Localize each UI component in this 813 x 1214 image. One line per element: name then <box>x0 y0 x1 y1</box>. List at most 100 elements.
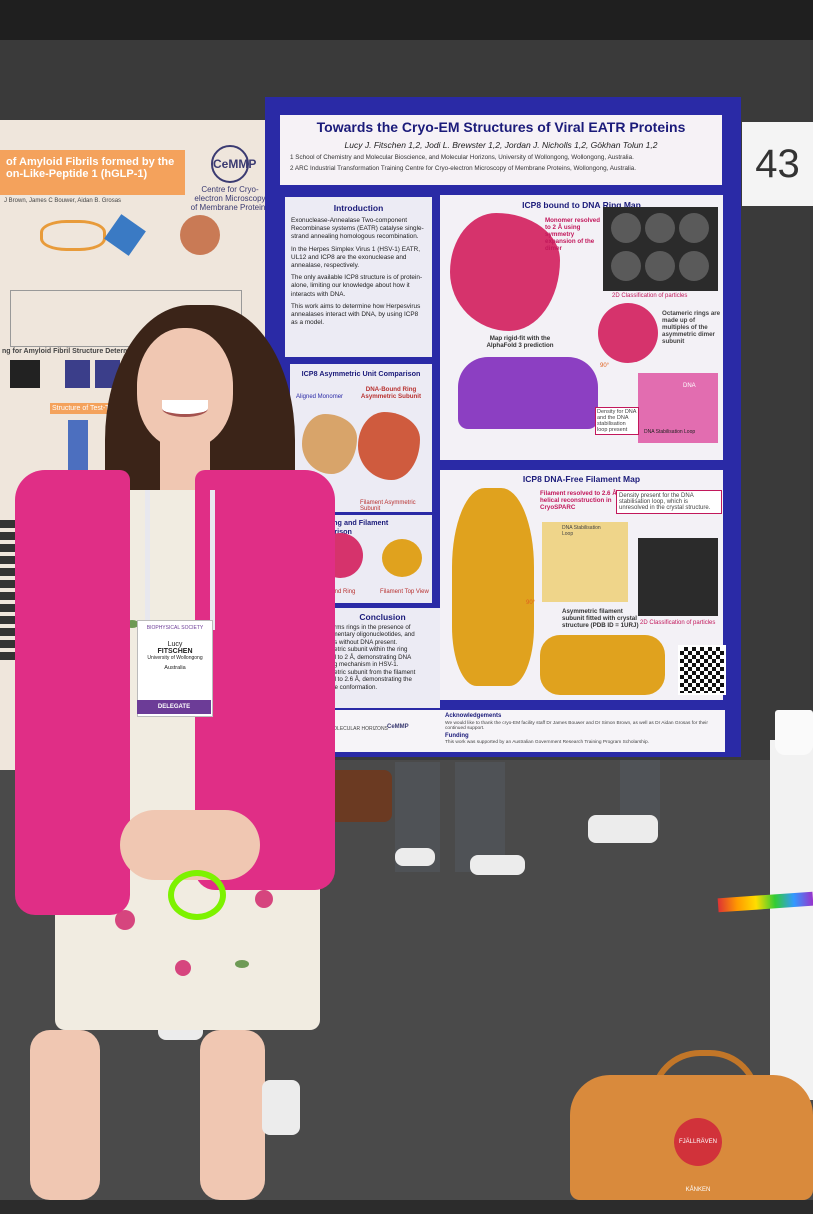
ring-map-monomer-density <box>450 213 560 331</box>
left-poster-authors: J Brown, James C Bouwer, Aidan B. Grosas <box>4 198 122 204</box>
poster-title: Towards the Cryo-EM Structures of Viral … <box>316 119 686 135</box>
introduction-heading: Introduction <box>333 203 384 213</box>
filament-loop-label: DNA Stabilisation Loop <box>562 525 601 537</box>
filament-map-heading: ICP8 DNA-Free Filament Map <box>522 474 641 484</box>
introduction-bullet: The only available ICP8 structure is of … <box>291 274 423 298</box>
ring-density-note: Density for DNA and the DNA stabilisatio… <box>595 407 639 435</box>
aligned-monomer-structure <box>302 414 357 474</box>
octamer-note: Octameric rings are made up of multiples… <box>662 310 721 345</box>
conclusion-line: ing mechanism in HSV-1. <box>329 661 399 669</box>
fibril-structure <box>68 420 88 480</box>
badge-institution: University of Wollongong <box>147 655 203 661</box>
introduction-bullet: In the Herpes Simplex Virus 1 (HSV-1) EA… <box>291 245 421 269</box>
dna-bound-subunit-structure <box>358 412 420 480</box>
filament-top-view-label: Filament Top View <box>380 589 429 595</box>
bound-ring-label: Bound Ring <box>324 589 356 595</box>
dna-bound-subunit-label: DNA-Bound Ring Asymmetric Subunit <box>360 386 422 400</box>
conclusion-panel: Conclusion forms rings in the presence o… <box>325 608 440 708</box>
rigid-fit-note: Map rigid-fit with the AlphaFold 3 predi… <box>486 335 554 349</box>
introduction-bullet: This work aims to determine how Herpesvi… <box>291 302 421 327</box>
conclusion-line: ed to 2.6 Å, demonstrating the <box>329 676 412 684</box>
filament-2d-classes <box>638 538 718 616</box>
booth-number-card: 43 <box>742 122 813 206</box>
conclusion-body: forms rings in the presence of ementary … <box>325 622 440 693</box>
poster-footer: Acknowledgements We would like to thank … <box>325 710 725 752</box>
filament-class-caption: 2D Classification of particles <box>640 620 716 626</box>
molecular-horizons-logo: MOLECULAR HORIZONS <box>329 726 388 732</box>
introduction-bullet: Exonuclease-Annealase Two-component Reco… <box>291 217 424 241</box>
introduction-panel: Introduction Exonuclease-Annealase Two-c… <box>285 197 432 357</box>
conclusion-line: nts without DNA present. <box>329 638 398 646</box>
person-leg-right <box>200 1030 265 1200</box>
ring-loop-label: DNA Stabilisation Loop <box>644 429 696 435</box>
filament-subunit-fit <box>540 635 665 695</box>
poster-affiliation-1: 1 School of Chemistry and Molecular Bios… <box>290 154 634 161</box>
left-poster-title: of Amyloid Fibrils formed by the on-Like… <box>0 150 185 195</box>
conclusion-line: forms rings in the presence of <box>329 624 411 631</box>
dna-density-inset: DNA DNA Stabilisation Loop <box>638 373 718 443</box>
person-leg-left <box>30 1030 100 1200</box>
fibril-illustration <box>104 214 146 256</box>
lanyard <box>145 490 215 630</box>
conclusion-line: ree conformation. <box>329 683 378 691</box>
green-coil-bracelet <box>168 870 226 920</box>
pink-blazer-left <box>15 470 130 915</box>
introduction-body: Exonuclease-Annealase Two-component Reco… <box>285 213 432 331</box>
filament-map-panel: ICP8 DNA-Free Filament Map Filament reso… <box>440 470 726 700</box>
conclusion-heading: Conclusion <box>359 612 406 622</box>
qr-code[interactable] <box>678 645 726 695</box>
cemmp-footer-logo: CeMMP <box>387 724 409 730</box>
filament-fit-note: Asymmetric filament subunit fitted with … <box>562 608 639 629</box>
left-poster-title-line1: of Amyloid Fibrils formed by the <box>6 156 175 168</box>
person-smile <box>162 400 208 417</box>
filament-density <box>452 488 534 686</box>
2d-classification-grid <box>603 207 718 291</box>
cemmp-logo-icon: CeMMP <box>211 145 256 183</box>
conclusion-line: ementary oligonucleotides, and <box>329 631 415 639</box>
poster-title-box <box>280 115 722 185</box>
person-shoe <box>262 1080 300 1135</box>
ring-map-panel: ICP8 bound to DNA Ring Map Monomer resol… <box>440 195 723 460</box>
dna-label: DNA <box>683 383 696 389</box>
badge-event: BIOPHYSICAL SOCIETY <box>146 625 204 631</box>
left-poster-logo: CeMMP Centre for Cryo-electron Microscop… <box>190 145 270 212</box>
acknowledgements-text: We would like to thank the cryo-EM facil… <box>445 721 708 731</box>
badge-country: Australia <box>164 665 186 671</box>
background-person-leg <box>455 762 505 872</box>
acknowledgements-heading: Acknowledgements <box>445 713 502 719</box>
poster-tube <box>770 740 813 1100</box>
ring-map-heading: ICP8 bound to DNA Ring Map <box>522 200 641 210</box>
background-person-shoe <box>588 815 658 843</box>
background-person-shoe <box>470 855 525 875</box>
aligned-monomer-label: Aligned Monomer <box>296 394 344 400</box>
poster-affiliation-2: 2 ARC Industrial Transformation Training… <box>290 165 637 172</box>
funding-heading: Funding <box>445 733 469 739</box>
filament-density-note: Density present for the DNA stabilisatio… <box>616 490 722 514</box>
badge-last-name: FITSCHEN <box>157 648 193 655</box>
person-hands <box>120 810 260 880</box>
left-poster-structure-label: Structure of Test-Twist <box>50 403 134 414</box>
alphafold-fit-density <box>458 357 598 429</box>
filament-resolution-note: Filament resolved to 2.6 Å using helical… <box>540 490 635 511</box>
asymmetric-unit-panel: ICP8 Asymmetric Unit Comparison Aligned … <box>290 364 432 512</box>
paper-cup <box>775 710 813 755</box>
backpack-logo: FJÄLLRÄVEN KÅNKEN <box>674 1118 722 1193</box>
monomer-resolution-note: Monomer resolved to 2 Å using symmetry e… <box>545 217 601 252</box>
filament-top-view-structure <box>382 539 422 577</box>
badge-role: DELEGATE <box>137 700 211 714</box>
left-poster-section-label: ng for Amyloid Fibril Structure Determin… <box>2 348 194 355</box>
conclusion-line: ed to 2 Å, demonstrating DNA <box>329 653 412 661</box>
filament-rotation-label: 90° <box>526 600 536 606</box>
funding-text: This work was supported by an Australian… <box>445 740 649 745</box>
poster-authors: Lucy J. Fitschen 1,2, Jodi L. Brewster 1… <box>344 140 658 150</box>
fibril-illustration <box>180 215 220 255</box>
conclusion-line: metric subunit from the filament <box>329 668 416 676</box>
person-face <box>137 328 233 448</box>
background-person-shoe <box>395 848 435 866</box>
ring-rotation-label: 90° <box>600 363 610 369</box>
asymmetric-unit-heading: ICP8 Asymmetric Unit Comparison <box>301 369 421 378</box>
filament-loop-inset: DNA Stabilisation Loop <box>542 522 628 602</box>
ceiling <box>0 0 813 40</box>
badge-first-name: Lucy <box>167 641 183 648</box>
left-poster-title-line2: on-Like-Peptide 1 (hGLP-1) <box>6 168 148 180</box>
